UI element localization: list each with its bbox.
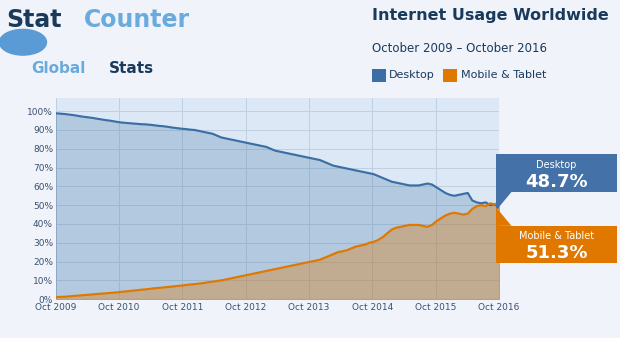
Text: Mobile & Tablet: Mobile & Tablet bbox=[519, 231, 594, 241]
Text: Stats: Stats bbox=[108, 61, 154, 76]
Text: October 2009 – October 2016: October 2009 – October 2016 bbox=[372, 42, 547, 55]
Text: Counter: Counter bbox=[84, 8, 190, 32]
Text: Mobile & Tablet: Mobile & Tablet bbox=[461, 70, 546, 80]
Text: Desktop: Desktop bbox=[389, 70, 435, 80]
Text: 51.3%: 51.3% bbox=[525, 244, 588, 262]
Text: Global: Global bbox=[31, 61, 86, 76]
Text: 48.7%: 48.7% bbox=[525, 173, 588, 191]
Text: Desktop: Desktop bbox=[536, 160, 577, 170]
Text: Stat: Stat bbox=[6, 8, 62, 32]
Text: Internet Usage Worldwide: Internet Usage Worldwide bbox=[372, 8, 609, 23]
